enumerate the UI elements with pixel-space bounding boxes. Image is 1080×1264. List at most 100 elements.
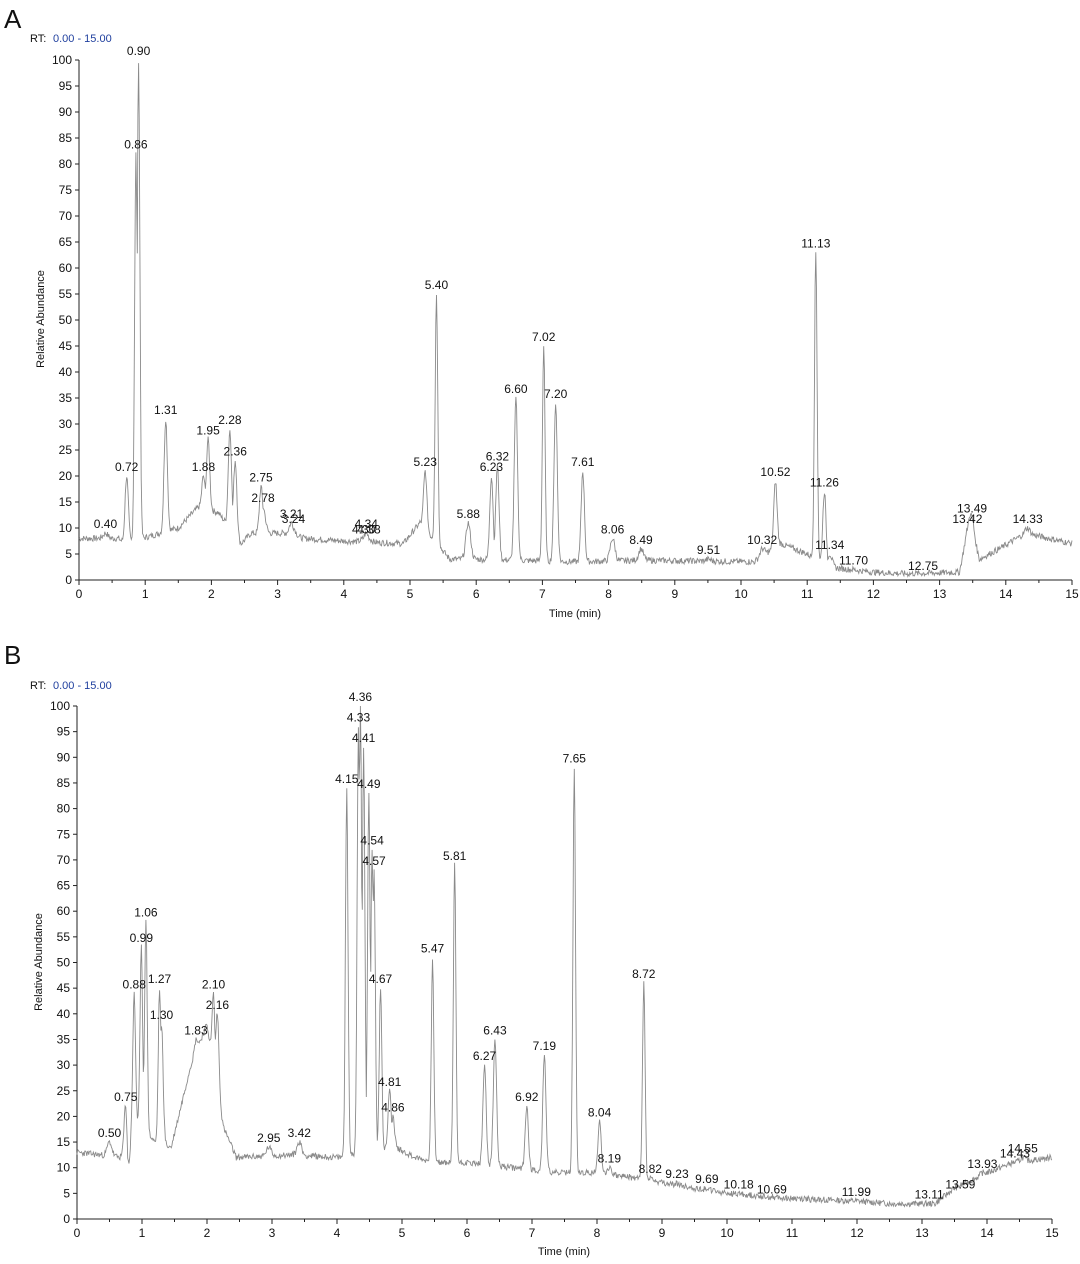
peak-label: 0.75	[114, 1090, 138, 1104]
x-tick-label: 3	[269, 1226, 276, 1240]
peak-label: 5.88	[457, 507, 481, 521]
x-tick-label: 13	[933, 587, 947, 601]
y-tick-label: 25	[57, 1084, 71, 1098]
y-tick-label: 45	[57, 981, 71, 995]
x-tick-label: 4	[340, 587, 347, 601]
peak-label: 6.60	[504, 382, 528, 396]
peak-label: 13.93	[967, 1157, 997, 1171]
y-tick-label: 80	[57, 802, 71, 816]
peak-label: 0.86	[124, 138, 148, 152]
y-tick-label: 5	[63, 1186, 70, 1200]
y-tick-label: 50	[57, 956, 71, 970]
peak-label: 13.59	[945, 1177, 975, 1191]
plot-area-b: 0510152025303540455055606570758085909510…	[50, 690, 1059, 1240]
y-tick-label: 40	[59, 365, 73, 379]
peak-label: 2.10	[202, 977, 226, 991]
y-tick-label: 10	[57, 1161, 71, 1175]
x-tick-label: 13	[915, 1226, 929, 1240]
y-tick-label: 50	[59, 313, 73, 327]
peak-label: 4.57	[362, 854, 386, 868]
peak-label: 0.88	[123, 977, 147, 991]
peak-label: 10.52	[760, 465, 790, 479]
peak-label: 0.50	[98, 1126, 122, 1140]
chromatogram-trace-b	[76, 705, 1053, 1208]
x-tick-label: 15	[1045, 1226, 1059, 1240]
peak-label: 4.30	[352, 522, 376, 536]
x-tick-label: 5	[407, 587, 414, 601]
peak-label: 4.54	[360, 834, 384, 848]
peak-label: 11.13	[801, 236, 830, 250]
rt-range-b: 0.00 - 15.00	[53, 680, 112, 692]
y-tick-label: 75	[59, 183, 73, 197]
peak-label: 5.81	[443, 849, 467, 863]
y-tick-label: 0	[63, 1212, 70, 1226]
chromatogram-trace-a	[78, 63, 1073, 578]
x-tick-label: 6	[464, 1226, 471, 1240]
x-tick-label: 9	[671, 587, 678, 601]
peak-label: 11.34	[815, 538, 844, 552]
peak-label: 2.95	[257, 1131, 281, 1145]
peak-label: 0.99	[130, 931, 154, 945]
peak-label: 13.42	[952, 512, 982, 526]
x-tick-label: 2	[204, 1226, 211, 1240]
x-tick-label: 10	[720, 1226, 734, 1240]
peak-label: 4.67	[369, 972, 393, 986]
peak-label: 13.11	[915, 1188, 944, 1202]
peak-label: 1.30	[150, 1008, 174, 1022]
x-tick-label: 8	[594, 1226, 601, 1240]
peak-label: 4.34	[355, 517, 379, 531]
peak-label: 2.16	[206, 998, 230, 1012]
peak-label: 2.36	[224, 444, 248, 458]
y-tick-label: 10	[59, 521, 73, 535]
y-tick-label: 75	[57, 827, 71, 841]
x-tick-label: 12	[850, 1226, 864, 1240]
peak-label: 8.19	[598, 1152, 622, 1166]
y-tick-label: 70	[59, 209, 73, 223]
y-tick-label: 55	[59, 287, 73, 301]
rt-range-a: 0.00 - 15.00	[53, 33, 112, 45]
y-tick-label: 70	[57, 853, 71, 867]
peak-label: 4.41	[352, 731, 376, 745]
x-tick-label: 9	[659, 1226, 666, 1240]
peak-label: 2.78	[251, 491, 275, 505]
x-tick-label: 0	[76, 587, 83, 601]
y-tick-label: 65	[59, 235, 73, 249]
x-tick-label: 8	[605, 587, 612, 601]
y-tick-label: 90	[57, 750, 71, 764]
peak-label: 11.26	[810, 476, 839, 490]
y-tick-label: 40	[57, 1007, 71, 1021]
peak-label: 14.43	[1000, 1147, 1030, 1161]
peak-label: 10.32	[747, 533, 777, 547]
peak-label: 9.23	[665, 1167, 689, 1181]
y-tick-label: 45	[59, 339, 73, 353]
rt-prefix-a: RT:	[30, 33, 46, 45]
rt-prefix-b: RT:	[30, 680, 46, 692]
peak-label: 8.06	[601, 522, 625, 536]
peak-label: 8.49	[629, 533, 653, 547]
peak-label: 5.23	[414, 455, 438, 469]
x-tick-label: 10	[734, 587, 748, 601]
x-tick-label: 1	[139, 1226, 146, 1240]
peak-label: 14.55	[1008, 1141, 1038, 1155]
y-tick-label: 55	[57, 930, 71, 944]
y-tick-label: 60	[59, 261, 73, 275]
peak-label: 8.04	[588, 1106, 612, 1120]
x-tick-label: 5	[399, 1226, 406, 1240]
peak-label: 4.15	[335, 772, 359, 786]
y-tick-label: 30	[57, 1058, 71, 1072]
peak-label: 12.75	[908, 559, 938, 573]
peak-label: 0.72	[115, 460, 139, 474]
peak-label: 4.38	[357, 522, 381, 536]
peak-label: 1.31	[154, 403, 178, 417]
peak-label: 9.69	[695, 1172, 719, 1186]
x-tick-label: 7	[529, 1226, 536, 1240]
peak-label: 11.70	[839, 554, 868, 568]
x-tick-label: 7	[539, 587, 546, 601]
peak-label: 1.27	[148, 972, 172, 986]
peak-label: 3.42	[288, 1126, 312, 1140]
x-tick-label: 2	[208, 587, 215, 601]
peak-label: 5.40	[425, 278, 449, 292]
x-tick-label: 4	[334, 1226, 341, 1240]
y-tick-label: 65	[57, 879, 71, 893]
